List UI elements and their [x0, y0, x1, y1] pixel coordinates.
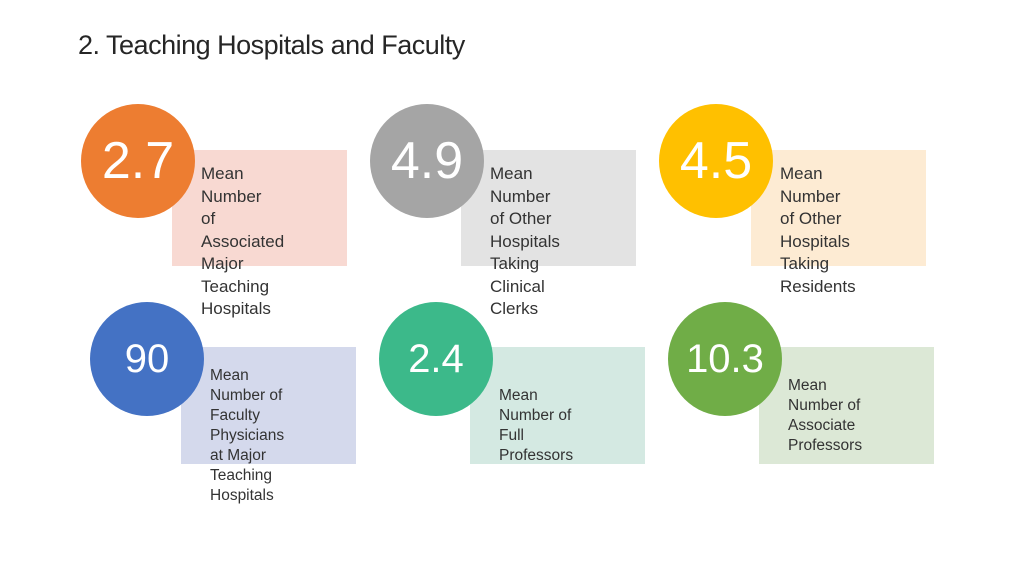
stat-card-box	[759, 347, 934, 464]
stat-label: Mean Number of Other Hospitals Taking Re…	[780, 164, 856, 296]
stat-value-circle: 2.4	[379, 302, 493, 416]
stat-value-circle: 10.3	[668, 302, 782, 416]
stat-value-circle: 90	[90, 302, 204, 416]
stat-value: 2.7	[101, 132, 175, 190]
stat-card-box	[751, 150, 926, 266]
stat-card-box	[181, 347, 356, 464]
stat-value: 90	[124, 336, 170, 381]
stat-label: Mean Number of Associated Major Teaching…	[201, 164, 285, 318]
stat-card-box	[470, 347, 645, 464]
stat-label: Mean Number of Associate Professors	[788, 377, 863, 454]
stat-value-circle: 4.5	[659, 104, 773, 218]
stat-value: 4.9	[390, 132, 464, 190]
stat-value-circle: 2.7	[81, 104, 195, 218]
stat-value: 2.4	[408, 336, 464, 381]
slide-title: 2. Teaching Hospitals and Faculty	[78, 30, 465, 60]
stat-card-box	[172, 150, 347, 266]
stat-label: Mean Number of Faculty Physicians at Maj…	[210, 367, 285, 504]
stat-card-box	[461, 150, 636, 266]
stat-label: Mean Number of Full Professors	[499, 387, 574, 464]
stat-value: 4.5	[679, 132, 753, 190]
stat-value-circle: 4.9	[370, 104, 484, 218]
stat-value: 10.3	[686, 336, 764, 381]
stat-label: Mean Number of Other Hospitals Taking Cl…	[490, 164, 560, 318]
